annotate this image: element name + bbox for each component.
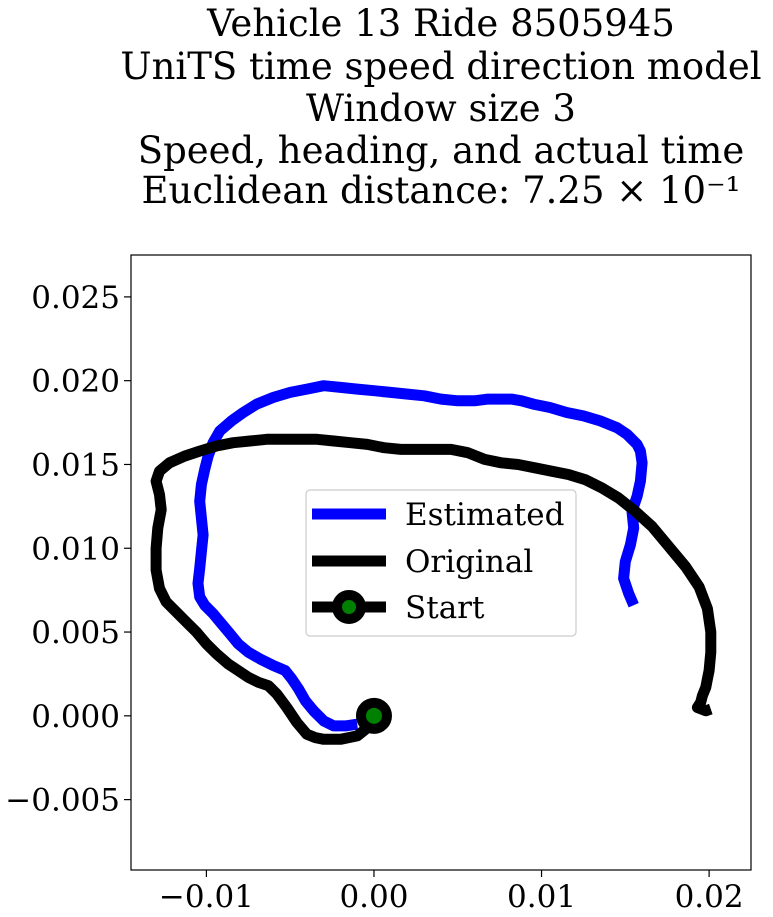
x-tick-label: 0.01 xyxy=(507,879,576,915)
start-marker xyxy=(355,697,392,734)
y-tick-label: 0.010 xyxy=(31,531,120,567)
y-tick-label: 0.015 xyxy=(31,447,120,483)
legend: Estimated Original Start xyxy=(305,489,577,637)
x-tick-label: −0.01 xyxy=(159,879,254,915)
x-tick-label: 0.02 xyxy=(675,879,744,915)
title-line-5: Euclidean distance: 7.25 × 10⁻¹ xyxy=(142,169,741,212)
y-tick-label: 0.025 xyxy=(31,280,120,316)
series-layer xyxy=(150,380,717,745)
legend-label-original: Original xyxy=(405,544,533,580)
y-axis: −0.005 0.000 0.005 0.010 0.015 0.020 0.025 xyxy=(5,280,131,819)
series-line-original xyxy=(150,433,717,745)
title-line-3: Window size 3 xyxy=(306,87,576,130)
y-tick-label: 0.020 xyxy=(31,364,120,400)
y-tick-label: 0.005 xyxy=(31,615,120,651)
title-line-1: Vehicle 13 Ride 8505945 xyxy=(206,2,675,45)
plot-area xyxy=(130,254,752,871)
x-axis: −0.01 0.00 0.01 0.02 xyxy=(159,870,744,915)
legend-start-marker xyxy=(332,590,366,624)
series-line-estimated xyxy=(192,380,648,732)
legend-label-estimated: Estimated xyxy=(405,497,564,533)
x-tick-label: 0.00 xyxy=(339,879,408,915)
title-line-2: UniTS time speed direction model xyxy=(120,45,761,88)
legend-box xyxy=(305,489,577,637)
y-tick-label: 0.000 xyxy=(31,699,120,735)
y-tick-label: −0.005 xyxy=(5,783,120,819)
legend-label-start: Start xyxy=(405,590,485,626)
title-line-4: Speed, heading, and actual time xyxy=(138,129,745,172)
